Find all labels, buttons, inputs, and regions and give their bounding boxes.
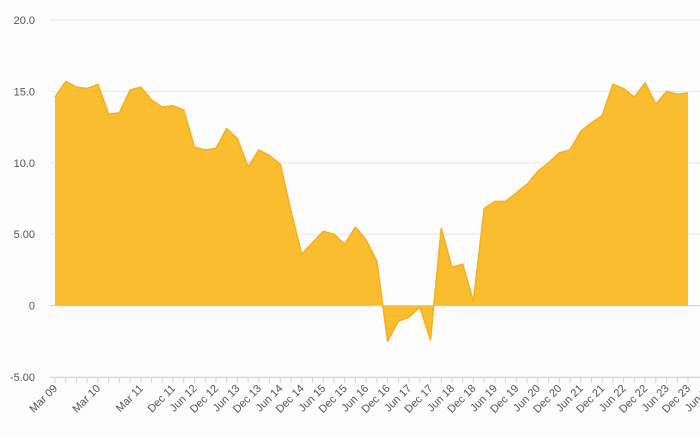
y-tick-label: 15.0 xyxy=(14,86,35,98)
x-tick-label: Mar 11 xyxy=(114,383,146,415)
x-tick-label: Mar 09 xyxy=(27,383,60,416)
series-line xyxy=(54,80,689,343)
plot-area xyxy=(54,80,689,343)
y-tick-label: 20.0 xyxy=(14,15,35,27)
area-fill xyxy=(55,81,688,342)
y-tick-label: -5.00 xyxy=(10,372,35,384)
x-tick-label: Mar 10 xyxy=(70,383,103,416)
y-tick-label: 10.0 xyxy=(14,158,35,170)
y-tick-label: 0 xyxy=(29,301,35,313)
y-tick-label: 5.00 xyxy=(14,229,35,241)
